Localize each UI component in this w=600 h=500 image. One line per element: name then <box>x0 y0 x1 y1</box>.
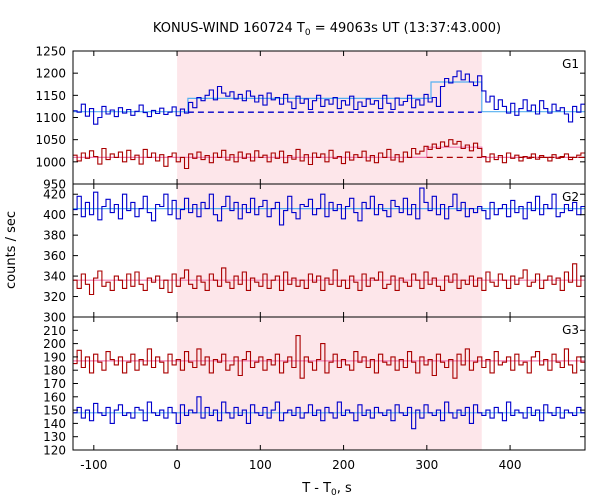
panel-G1-ytick-label: 1150 <box>35 89 66 103</box>
x-axis-label: T - T0, s <box>301 481 352 498</box>
panel-G2-ytick-label: 420 <box>43 188 66 202</box>
tick-layer: 950100010501100115012001250G130032034036… <box>35 45 585 472</box>
panel-G2-ytick-label: 400 <box>43 208 66 222</box>
panel-G2-ytick-label: 340 <box>43 270 66 284</box>
x-tick-label: 0 <box>173 458 181 472</box>
x-axis-label-sub: 0 <box>331 488 337 498</box>
panel-G1-ytick-label: 1200 <box>35 67 66 81</box>
panel-G3-ytick-label: 200 <box>43 337 66 351</box>
panel-G3-ytick-label: 130 <box>43 430 66 444</box>
panel-G3-ytick-label: 170 <box>43 377 66 391</box>
panel-G1-fit-2 <box>73 146 585 158</box>
panel-label-G3: G3 <box>562 323 579 337</box>
panel-G1-ytick-label: 1250 <box>35 45 66 59</box>
panel-G1-series-blue <box>73 70 585 125</box>
chart-title-main: KONUS-WIND 160724 T <box>153 21 305 36</box>
panel-G3-series-red <box>73 335 585 379</box>
chart-title-sub: 0 <box>305 28 311 38</box>
panel-G3-ytick-label: 150 <box>43 404 66 418</box>
chart-title: KONUS-WIND 160724 T0 = 49063s UT (13:37:… <box>153 21 501 38</box>
panel-G2-series-red <box>73 263 585 296</box>
panel-G2-series-blue <box>73 187 585 226</box>
x-tick-label: -100 <box>80 458 107 472</box>
panel-G3-ytick-label: 160 <box>43 390 66 404</box>
panel-G1-ytick-label: 1000 <box>35 155 66 169</box>
x-tick-label: 200 <box>332 458 355 472</box>
panel-G1-ytick-label: 1100 <box>35 111 66 125</box>
panel-label-G2: G2 <box>562 190 579 204</box>
x-tick-label: 100 <box>249 458 272 472</box>
panel-G1-ytick-label: 1050 <box>35 133 66 147</box>
highlight-layer <box>177 51 482 450</box>
x-axis-label-rest: , s <box>337 481 352 496</box>
panel-G3-ytick-label: 180 <box>43 364 66 378</box>
panel-G1-ytick-label: 950 <box>43 178 66 192</box>
panel-G2-ytick-label: 300 <box>43 311 66 325</box>
panel-G2-ytick-label: 380 <box>43 229 66 243</box>
panel-G3-ytick-label: 120 <box>43 444 66 458</box>
panel-label-G1: G1 <box>562 57 579 71</box>
x-axis-label-main: T - T <box>301 481 331 496</box>
panel-G3-ytick-label: 190 <box>43 350 66 364</box>
panel-G2-ytick-label: 320 <box>43 290 66 304</box>
chart-title-rest: = 49063s UT (13:37:43.000) <box>311 21 501 36</box>
highlight-interval <box>177 51 482 450</box>
series-layer <box>73 70 585 430</box>
y-axis-label: counts / sec <box>4 211 19 289</box>
panel-G3-series-blue <box>73 396 585 430</box>
panel-G3-ytick-label: 210 <box>43 324 66 338</box>
panel-G3-ytick-label: 140 <box>43 417 66 431</box>
panel-G1-series-red <box>73 139 585 170</box>
x-tick-label: 300 <box>415 458 438 472</box>
panel-G2-ytick-label: 360 <box>43 249 66 263</box>
panel-G1-fit-0 <box>73 81 585 113</box>
x-tick-label: 400 <box>499 458 522 472</box>
